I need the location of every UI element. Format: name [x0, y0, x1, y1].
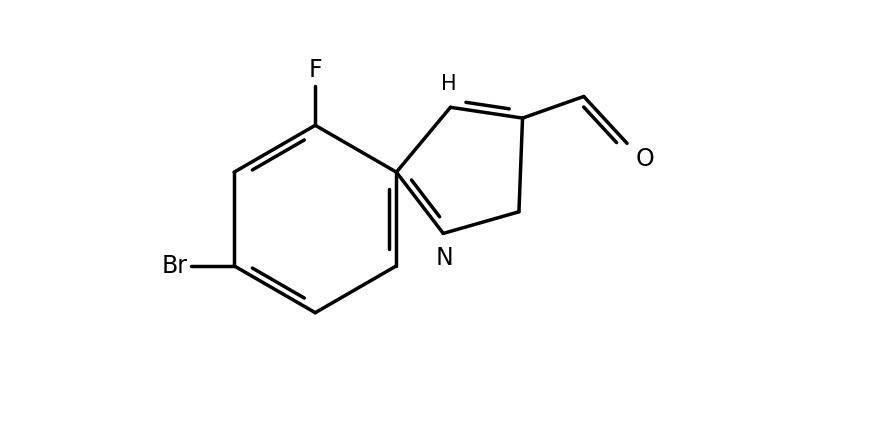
Text: H: H: [441, 74, 457, 94]
Text: F: F: [309, 58, 322, 82]
Text: Br: Br: [161, 254, 187, 278]
Text: N: N: [436, 247, 454, 270]
Text: O: O: [635, 147, 654, 171]
